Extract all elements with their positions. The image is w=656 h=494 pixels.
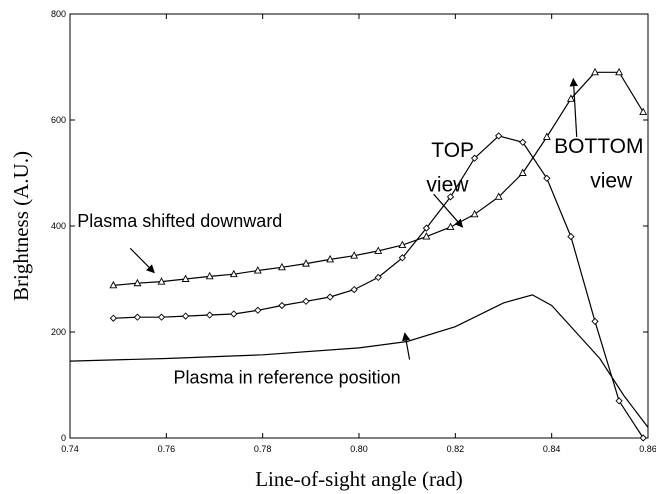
diamond-marker — [591, 317, 599, 326]
annotation-arrow — [569, 77, 578, 137]
triangle-marker — [253, 266, 262, 274]
diamond-marker — [326, 293, 334, 301]
triangle-marker — [374, 246, 383, 254]
x-tick-label: 0.80 — [350, 444, 368, 454]
annotation-arrow — [433, 193, 464, 228]
x-tick-label: 0.74 — [61, 444, 79, 454]
triangle-marker — [422, 232, 431, 240]
triangle-marker — [205, 271, 214, 280]
annotation-arrow — [401, 332, 411, 360]
diamond-marker — [206, 311, 214, 319]
diamond-marker — [157, 313, 166, 321]
x-tick-label: 0.82 — [447, 444, 465, 454]
diamond-marker — [422, 224, 431, 232]
diamond-marker — [519, 138, 527, 146]
diamond-marker — [302, 297, 310, 305]
annotation-label: BOTTOM — [554, 135, 643, 158]
triangle-marker — [181, 274, 190, 282]
x-axis-title: Line-of-sight angle (rad) — [255, 467, 463, 491]
triangle-marker — [229, 269, 238, 278]
diamond-marker — [639, 434, 647, 442]
y-axis-ticks: 0 200 400 600 800 — [51, 9, 648, 443]
triangle-marker — [109, 280, 118, 289]
triangle-marker — [398, 240, 407, 249]
series-layer — [69, 67, 649, 442]
x-tick-label: 0.84 — [543, 444, 561, 454]
y-tick-label: 400 — [51, 221, 66, 231]
triangle-marker — [277, 262, 286, 271]
y-tick-label: 600 — [51, 115, 66, 125]
annotation-arrow — [129, 247, 155, 274]
diamond-marker — [543, 174, 551, 182]
annotation-label: Plasma in reference position — [174, 367, 401, 387]
triangle-marker — [326, 254, 335, 263]
triangle-marker — [566, 94, 575, 102]
diamond-marker — [495, 132, 503, 140]
triangle-marker — [494, 192, 503, 200]
triangle-marker — [542, 132, 551, 140]
diamond-marker — [567, 232, 575, 241]
diamond-marker — [470, 154, 479, 162]
diamond-marker — [133, 313, 142, 321]
annotation-layer: Plasma shifted downward Plasma in referen… — [77, 77, 644, 387]
triangle-marker — [518, 168, 527, 176]
diamond-marker — [446, 193, 455, 201]
x-tick-label: 0.78 — [254, 444, 272, 454]
x-tick-label: 0.76 — [158, 444, 176, 454]
diamond-marker — [109, 314, 117, 322]
triangle-marker — [157, 277, 166, 285]
series-line-2 — [113, 135, 644, 439]
triangle-marker — [133, 278, 142, 287]
diamond-marker — [181, 312, 190, 320]
diamond-marker — [278, 301, 286, 310]
diamond-marker — [615, 397, 623, 405]
x-tick-label: 0.86 — [639, 444, 656, 454]
triangle-marker — [446, 222, 455, 231]
diamond-marker — [374, 273, 382, 282]
triangle-marker — [302, 259, 310, 267]
x-axis-ticks: 0.74 0.76 0.78 0.80 0.82 0.84 0.86 — [61, 14, 656, 454]
annotation-label: view — [426, 174, 469, 197]
diamond-marker — [350, 285, 358, 294]
triangle-marker — [591, 67, 599, 76]
annotation-label: TOP — [431, 139, 474, 162]
triangle-marker — [350, 251, 359, 259]
triangle-marker — [639, 107, 648, 116]
series-line-3 — [69, 294, 649, 428]
diamond-marker — [230, 310, 238, 318]
diamond-marker — [254, 306, 262, 314]
y-tick-label: 800 — [51, 9, 66, 19]
y-tick-label: 0 — [61, 433, 66, 443]
diamond-marker — [398, 254, 406, 262]
triangle-marker — [470, 209, 479, 218]
y-axis-title: Brightness (A.U.) — [9, 151, 33, 301]
annotation-label: view — [590, 169, 633, 192]
annotation-label: Plasma shifted downward — [77, 211, 282, 231]
triangle-marker — [615, 67, 624, 76]
y-tick-label: 200 — [51, 327, 66, 337]
